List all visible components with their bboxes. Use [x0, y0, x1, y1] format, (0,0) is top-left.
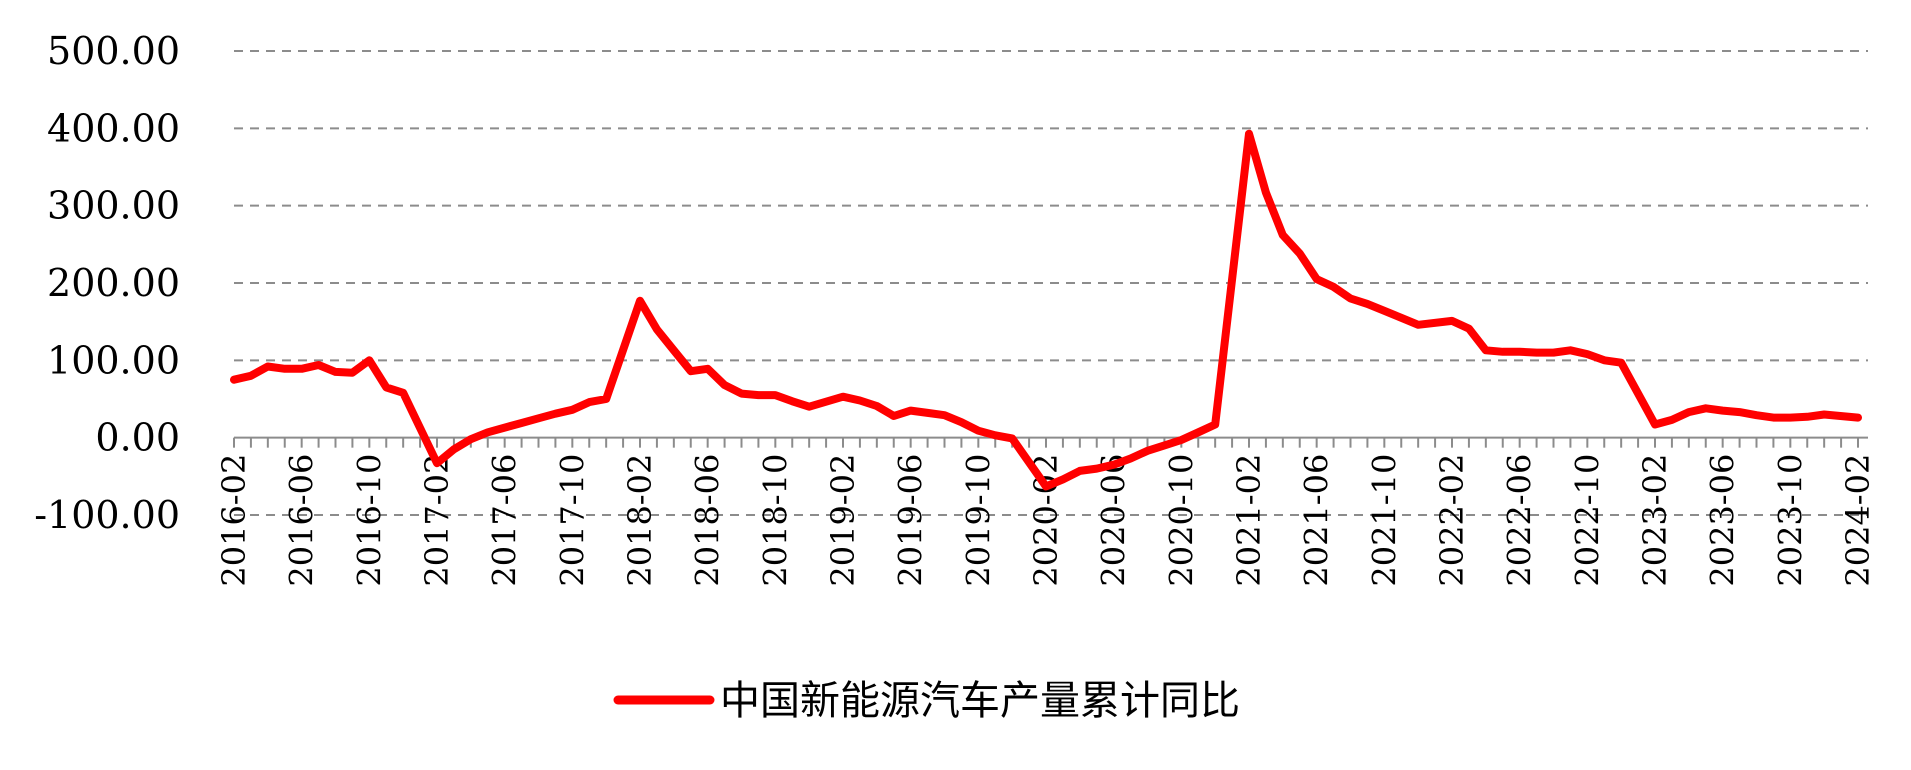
x-tick-label: 2016-06	[283, 454, 321, 587]
x-tick-label: 2017-02	[418, 454, 456, 587]
x-tick-label: 2021-06	[1298, 454, 1336, 587]
x-tick-label: 2023-10	[1771, 454, 1809, 587]
series-line	[230, 129, 1862, 491]
x-tick-label: 2022-02	[1433, 454, 1471, 587]
x-tick-label: 2020-06	[1095, 454, 1133, 587]
x-tick-label: 2023-06	[1704, 454, 1742, 587]
grid-lines	[234, 50, 1868, 516]
series-layer	[230, 129, 1862, 491]
y-tick-label: 400.00	[47, 106, 180, 150]
x-tick-label: 2022-10	[1568, 454, 1606, 587]
x-axis: 2016-02 2016-06 2016-10 2017-02 2017-06 2017-…	[215, 436, 1877, 587]
y-tick-label: 300.00	[47, 184, 180, 228]
x-tick-label: 2018-02	[621, 454, 659, 587]
x-tick-label: 2021-02	[1230, 454, 1268, 587]
x-tick-label: 2020-10	[1162, 454, 1200, 587]
y-tick-label: 500.00	[47, 29, 180, 73]
x-tick-label: 2019-06	[892, 454, 930, 587]
x-tick-label: 2018-06	[689, 454, 727, 587]
y-tick-label: 200.00	[47, 261, 180, 305]
x-tick-label: 2023-02	[1636, 454, 1674, 587]
x-tick-label: 2016-02	[215, 454, 253, 587]
x-tick-label: 2017-06	[486, 454, 524, 587]
x-tick-label: 2022-06	[1501, 454, 1539, 587]
x-tick-label: 2021-10	[1365, 454, 1403, 587]
y-tick-label: 100.00	[47, 338, 180, 382]
x-tick-label: 2019-02	[824, 454, 862, 587]
x-tick-label: 2020-02	[1027, 454, 1065, 587]
y-tick-label: -100.00	[34, 493, 180, 537]
x-tick-label: 2017-10	[553, 454, 591, 587]
y-axis: 500.00 400.00 300.00 200.00 100.00 0.00 -100.0…	[34, 29, 180, 537]
x-tick-label: 2024-02	[1839, 454, 1877, 587]
x-tick-label: 2018-10	[756, 454, 794, 587]
legend: 中国新能源汽车产量累计同比	[613, 678, 1240, 724]
x-tick-label: 2016-10	[350, 454, 388, 587]
y-tick-label: 0.00	[95, 416, 180, 460]
x-tick-label: 2019-10	[959, 454, 997, 587]
legend-label: 中国新能源汽车产量累计同比	[720, 678, 1240, 724]
